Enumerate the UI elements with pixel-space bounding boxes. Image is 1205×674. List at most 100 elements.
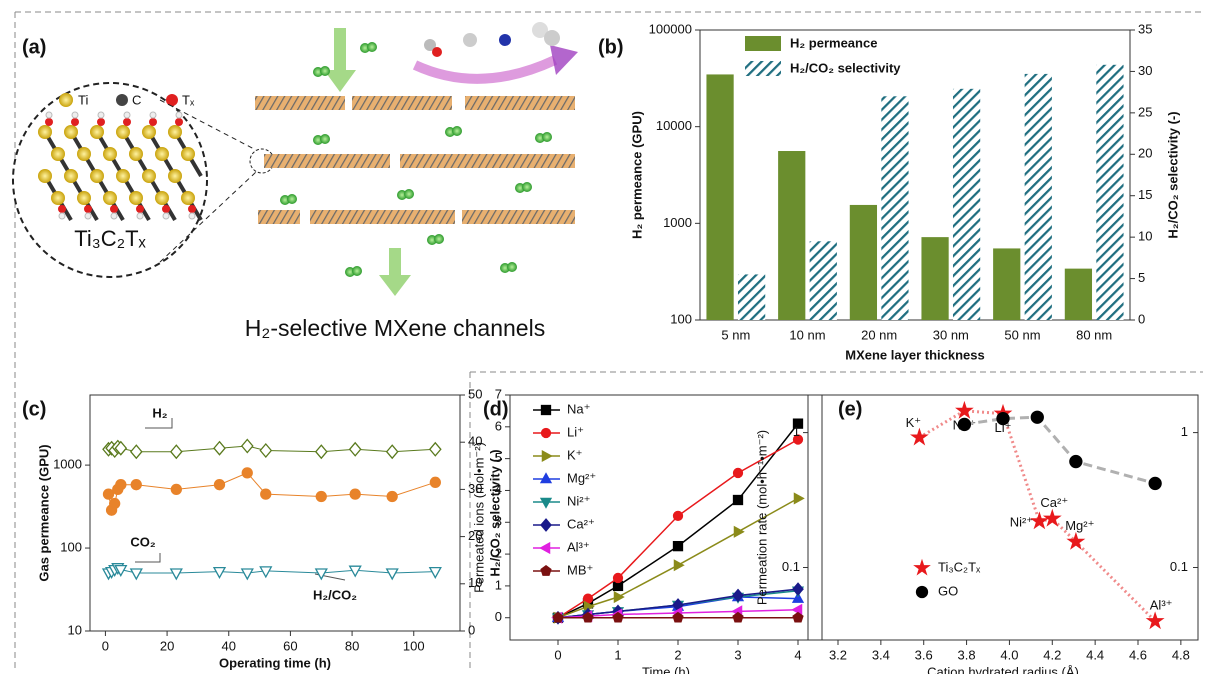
- marker: [909, 427, 929, 446]
- h2-atom: [522, 182, 532, 192]
- marker: [169, 444, 183, 460]
- marker: [169, 568, 183, 581]
- molecule: [544, 30, 560, 46]
- marker: [213, 440, 226, 456]
- marker: [612, 611, 624, 623]
- atom: [123, 111, 131, 119]
- marker: [129, 444, 143, 460]
- point-label: Mg²⁺: [1065, 518, 1094, 533]
- marker: [240, 568, 254, 581]
- h2-molecules: [280, 42, 552, 277]
- marker: [791, 603, 803, 616]
- atom: [110, 212, 118, 220]
- legend-label: GO: [938, 583, 958, 598]
- y-tick-label: 50: [468, 386, 482, 401]
- atom: [110, 205, 118, 213]
- y-tick-label: 100: [60, 539, 82, 554]
- marker: [1029, 511, 1049, 530]
- molecules: [424, 22, 560, 57]
- legend-label: MB⁺: [567, 562, 593, 577]
- y-axis-label: H₂ permeance (GPU): [629, 111, 644, 239]
- marker: [428, 441, 442, 457]
- x-tick-label: 3.2: [829, 647, 847, 662]
- legend-label: Al³⁺: [567, 539, 590, 554]
- y-axis-label: Permeation rate (mol•h⁻¹•m⁻²): [754, 430, 769, 605]
- y-tick-label: 6: [495, 418, 502, 433]
- atom: [116, 125, 130, 139]
- marker: [792, 434, 804, 445]
- series-line: [108, 472, 436, 512]
- y-tick-label: 25: [1138, 104, 1152, 119]
- annotation: H₂/CO₂: [313, 587, 357, 602]
- y-tick-label: 7: [495, 386, 502, 401]
- atom: [175, 118, 183, 126]
- atom: [181, 191, 195, 205]
- layer: [462, 210, 575, 224]
- atom: [103, 147, 117, 161]
- arrow: [379, 248, 411, 296]
- marker: [240, 438, 254, 454]
- marker: [259, 566, 273, 579]
- layer: [264, 154, 390, 168]
- x-tick-label: 3.8: [958, 647, 976, 662]
- y-tick-label: 0: [468, 622, 475, 637]
- marker: [385, 444, 399, 460]
- x-tick-label: 80: [345, 638, 359, 653]
- x-tick-label: 4.6: [1129, 647, 1147, 662]
- x-tick-label: 4: [794, 647, 801, 662]
- marker: [260, 488, 272, 500]
- atom: [123, 118, 131, 126]
- y-tick-label: 20: [468, 528, 482, 543]
- atom: [155, 191, 169, 205]
- atom: [58, 212, 66, 220]
- mxene-layers: [255, 96, 575, 224]
- marker: [733, 525, 745, 538]
- atom: [162, 205, 170, 213]
- legend-marker: [540, 404, 552, 416]
- zoom-line: [159, 171, 257, 263]
- legend-marker: [540, 427, 552, 439]
- molecule: [432, 47, 442, 57]
- atom: [51, 147, 65, 161]
- marker: [429, 476, 441, 488]
- h2-atom: [287, 194, 297, 204]
- layer: [352, 96, 452, 110]
- panel-label: (c): [22, 398, 46, 420]
- marker: [1069, 454, 1083, 469]
- x-tick-label: 80 nm: [1076, 327, 1112, 342]
- atom: [181, 147, 195, 161]
- y-tick-label: 5: [1138, 270, 1145, 285]
- atom: [38, 169, 52, 183]
- y-axis-label: Gas permeance (GPU): [36, 444, 51, 581]
- h2-atom: [542, 132, 552, 142]
- marker: [109, 497, 121, 510]
- atom: [149, 111, 157, 119]
- y2-axis-label: H₂/CO₂ selectivity (-): [1165, 111, 1180, 238]
- series-line: [108, 445, 436, 453]
- series-line: [557, 438, 799, 619]
- legend-label: H₂/CO₂ selectivity: [790, 60, 901, 75]
- annotation: H₂: [152, 405, 167, 420]
- marker: [613, 591, 625, 604]
- bar: [921, 237, 949, 320]
- legend-swatch: [745, 61, 781, 76]
- bar: [1064, 268, 1093, 320]
- atom: [84, 212, 92, 220]
- atom: [175, 111, 183, 119]
- atom: [64, 125, 78, 139]
- formula: Ti₃C₂Tₓ: [74, 226, 146, 251]
- arrow-head: [550, 45, 578, 75]
- y2-axis-label: H₂/CO₂ selectivity (-): [487, 449, 502, 576]
- series-line: [964, 415, 1156, 485]
- marker: [673, 559, 685, 572]
- x-tick-label: 5 nm: [721, 327, 750, 342]
- atom: [84, 205, 92, 213]
- plot-frame: [699, 29, 1131, 321]
- x-axis-label: Operating time (h): [219, 655, 331, 670]
- y-tick-label: 2: [495, 546, 502, 561]
- panel-label: (d): [483, 398, 509, 420]
- marker: [1148, 476, 1162, 491]
- legend-marker: [539, 472, 553, 484]
- layer: [400, 154, 575, 168]
- marker: [241, 467, 253, 479]
